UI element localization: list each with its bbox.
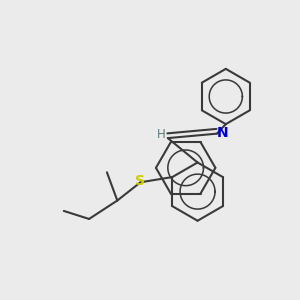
Text: N: N: [216, 126, 228, 140]
Text: H: H: [157, 128, 166, 141]
Text: S: S: [135, 174, 145, 188]
